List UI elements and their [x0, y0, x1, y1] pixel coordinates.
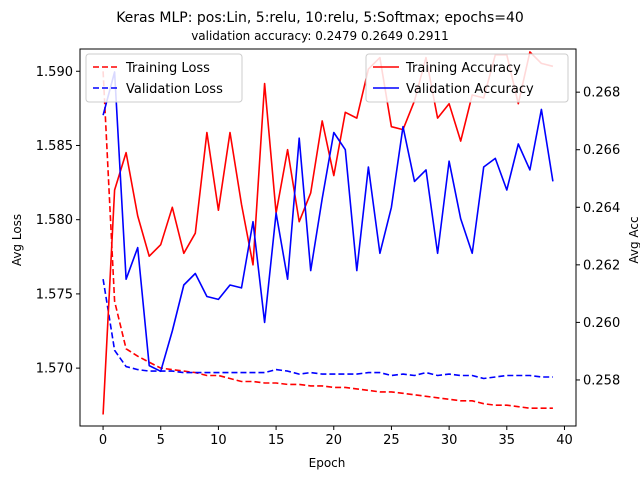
legend-label-validation-loss: Validation Loss	[126, 82, 223, 97]
x-tick-label: 5	[157, 433, 165, 448]
legend-box-upper-left	[85, 53, 243, 103]
series-line-training-accuracy	[102, 51, 554, 415]
x-tick-label: 30	[441, 433, 458, 448]
x-tick-label: 20	[325, 433, 342, 448]
chart-subtitle: validation accuracy: 0.2479 0.2649 0.291…	[191, 29, 449, 43]
x-tick-label: 0	[99, 433, 107, 448]
x-tick-label: 10	[210, 433, 227, 448]
series-line-validation-loss	[102, 278, 553, 380]
legend-box-upper-right	[365, 53, 569, 103]
legend-label-training-accuracy: Training Accuracy	[405, 61, 521, 76]
x-tick-label: 15	[268, 433, 285, 448]
y-left-tick-label: 1.570	[36, 362, 73, 377]
y-left-tick-label: 1.580	[36, 213, 73, 228]
y-right-tick-label: 0.266	[583, 143, 620, 158]
y-right-tick-label: 0.260	[583, 316, 620, 331]
x-tick-label: 35	[499, 433, 516, 448]
y-right-tick-label: 0.258	[583, 373, 620, 388]
y-right-tick-label: 0.264	[583, 201, 620, 216]
y-left-tick-label: 1.590	[36, 65, 73, 80]
legend-layer: Training Loss Validation Loss Training Acc…	[85, 53, 569, 103]
y-right-tick-label: 0.268	[583, 86, 620, 101]
y-axis-label-right: Avg Acc	[627, 216, 640, 263]
y-axis-label-left: Avg Loss	[10, 214, 24, 266]
axes-layer: 0 5 10 15 20 25 30 35 40 1.570 1.575 1.580 1.585 1.59…	[36, 48, 620, 448]
plot-frame	[79, 48, 577, 427]
legend-label-validation-accuracy: Validation Accuracy	[406, 82, 534, 97]
y-right-tick-label: 0.262	[583, 258, 620, 273]
legend-label-training-loss: Training Loss	[125, 61, 210, 76]
x-tick-label: 40	[556, 433, 573, 448]
x-tick-label: 25	[383, 433, 400, 448]
y-left-tick-label: 1.585	[36, 139, 73, 154]
chart-title: Keras MLP: pos:Lin, 5:relu, 10:relu, 5:S…	[116, 10, 524, 26]
series-line-training-loss	[102, 71, 553, 410]
series-line-validation-accuracy	[102, 71, 554, 373]
x-axis-label: Epoch	[309, 456, 346, 470]
series-layer	[102, 51, 554, 415]
y-left-tick-label: 1.575	[36, 287, 73, 302]
